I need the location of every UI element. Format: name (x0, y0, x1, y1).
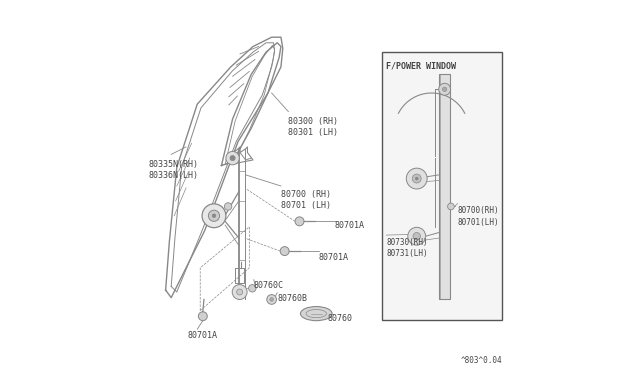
Text: F/POWER WINDOW: F/POWER WINDOW (386, 61, 456, 70)
FancyBboxPatch shape (439, 74, 450, 299)
Text: 80760B: 80760B (277, 294, 307, 303)
Circle shape (212, 214, 216, 218)
Circle shape (412, 174, 421, 183)
Text: 80335N(RH)
80336N(LH): 80335N(RH) 80336N(LH) (149, 160, 199, 180)
Circle shape (267, 295, 276, 304)
Circle shape (406, 168, 427, 189)
Text: 80701A: 80701A (188, 331, 218, 340)
Text: 80300 (RH)
80301 (LH): 80300 (RH) 80301 (LH) (289, 117, 339, 137)
Text: 80760: 80760 (328, 314, 353, 323)
Circle shape (447, 203, 454, 210)
Text: ^803^0.04: ^803^0.04 (461, 356, 502, 365)
Circle shape (230, 155, 235, 161)
Circle shape (415, 177, 418, 180)
Circle shape (225, 203, 232, 210)
Circle shape (280, 247, 289, 256)
Circle shape (442, 87, 447, 92)
Circle shape (226, 151, 239, 165)
FancyBboxPatch shape (383, 52, 502, 320)
Circle shape (413, 232, 420, 240)
Circle shape (248, 285, 256, 292)
Text: 80701A: 80701A (318, 253, 348, 262)
Text: 80700 (RH)
80701 (LH): 80700 (RH) 80701 (LH) (281, 190, 331, 210)
Circle shape (270, 298, 273, 301)
Circle shape (295, 217, 304, 226)
Text: 80701A: 80701A (335, 221, 365, 230)
Circle shape (438, 83, 451, 95)
Circle shape (202, 204, 226, 228)
Text: 80700(RH)
80701(LH): 80700(RH) 80701(LH) (458, 206, 499, 227)
Circle shape (232, 285, 247, 299)
Circle shape (237, 289, 243, 295)
Circle shape (209, 210, 220, 221)
Text: 80760C: 80760C (253, 281, 283, 290)
Ellipse shape (300, 307, 332, 321)
Circle shape (408, 227, 426, 245)
Text: 80730(RH)
80731(LH): 80730(RH) 80731(LH) (386, 238, 428, 258)
Circle shape (198, 312, 207, 321)
